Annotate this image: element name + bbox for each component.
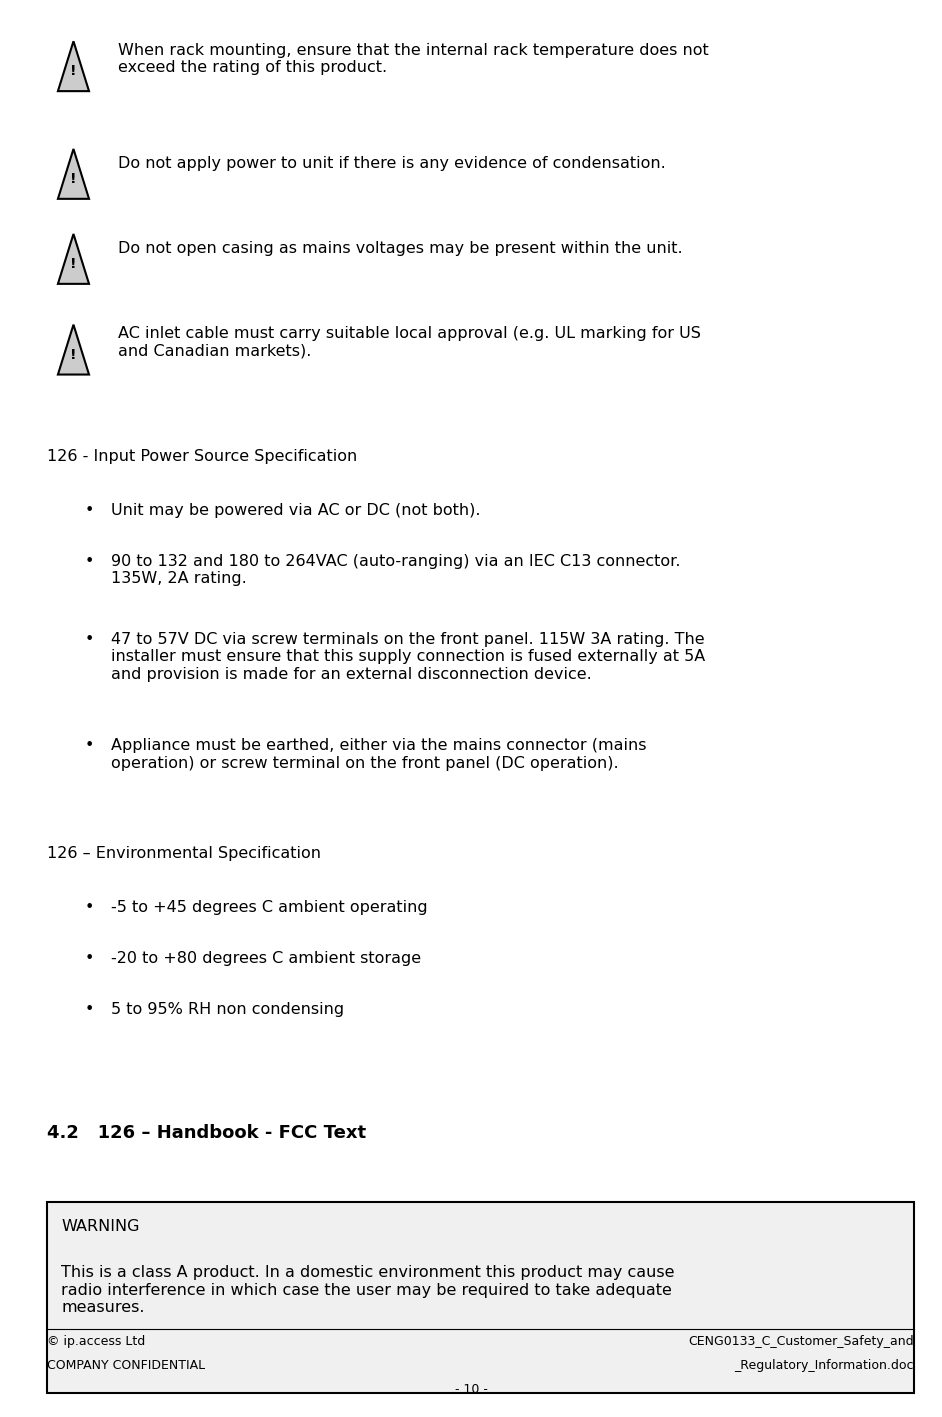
Text: !: !: [71, 171, 76, 186]
Text: When rack mounting, ensure that the internal rack temperature does not
exceed th: When rack mounting, ensure that the inte…: [118, 43, 708, 75]
Text: 126 – Environmental Specification: 126 – Environmental Specification: [47, 846, 321, 862]
Text: •: •: [85, 900, 94, 915]
Text: 5 to 95% RH non condensing: 5 to 95% RH non condensing: [111, 1002, 344, 1017]
Text: •: •: [85, 738, 94, 754]
Text: •: •: [85, 554, 94, 570]
Text: © ip.access Ltd: © ip.access Ltd: [47, 1335, 145, 1348]
Text: WARNING: WARNING: [61, 1219, 139, 1234]
Text: •: •: [85, 503, 94, 519]
Text: Do not open casing as mains voltages may be present within the unit.: Do not open casing as mains voltages may…: [118, 241, 682, 256]
Text: •: •: [85, 951, 94, 966]
Polygon shape: [58, 41, 89, 91]
Polygon shape: [58, 324, 89, 374]
Text: 126 - Input Power Source Specification: 126 - Input Power Source Specification: [47, 449, 357, 465]
Text: !: !: [71, 64, 76, 78]
Text: 4.2   126 – Handbook - FCC Text: 4.2 126 – Handbook - FCC Text: [47, 1124, 366, 1142]
Text: !: !: [71, 256, 76, 271]
FancyBboxPatch shape: [47, 1202, 914, 1393]
Text: 90 to 132 and 180 to 264VAC (auto-ranging) via an IEC C13 connector.
135W, 2A ra: 90 to 132 and 180 to 264VAC (auto-rangin…: [111, 554, 681, 587]
Text: Unit may be powered via AC or DC (not both).: Unit may be powered via AC or DC (not bo…: [111, 503, 480, 519]
Text: AC inlet cable must carry suitable local approval (e.g. UL marking for US
and Ca: AC inlet cable must carry suitable local…: [118, 326, 701, 359]
Text: •: •: [85, 632, 94, 648]
Polygon shape: [58, 149, 89, 198]
Polygon shape: [58, 234, 89, 283]
Text: !: !: [71, 347, 76, 361]
Text: Appliance must be earthed, either via the mains connector (mains
operation) or s: Appliance must be earthed, either via th…: [111, 738, 646, 771]
Text: -20 to +80 degrees C ambient storage: -20 to +80 degrees C ambient storage: [111, 951, 421, 966]
Text: Do not apply power to unit if there is any evidence of condensation.: Do not apply power to unit if there is a…: [118, 156, 665, 171]
Text: -5 to +45 degrees C ambient operating: -5 to +45 degrees C ambient operating: [111, 900, 428, 915]
Text: 47 to 57V DC via screw terminals on the front panel. 115W 3A rating. The
install: 47 to 57V DC via screw terminals on the …: [111, 632, 706, 682]
Text: •: •: [85, 1002, 94, 1017]
Text: This is a class A product. In a domestic environment this product may cause
radi: This is a class A product. In a domestic…: [61, 1265, 674, 1315]
Text: CENG0133_C_Customer_Safety_and: CENG0133_C_Customer_Safety_and: [688, 1335, 914, 1348]
Text: _Regulatory_Information.doc: _Regulatory_Information.doc: [734, 1359, 914, 1372]
Text: COMPANY CONFIDENTIAL: COMPANY CONFIDENTIAL: [47, 1359, 205, 1372]
Text: - 10 -: - 10 -: [455, 1383, 487, 1396]
